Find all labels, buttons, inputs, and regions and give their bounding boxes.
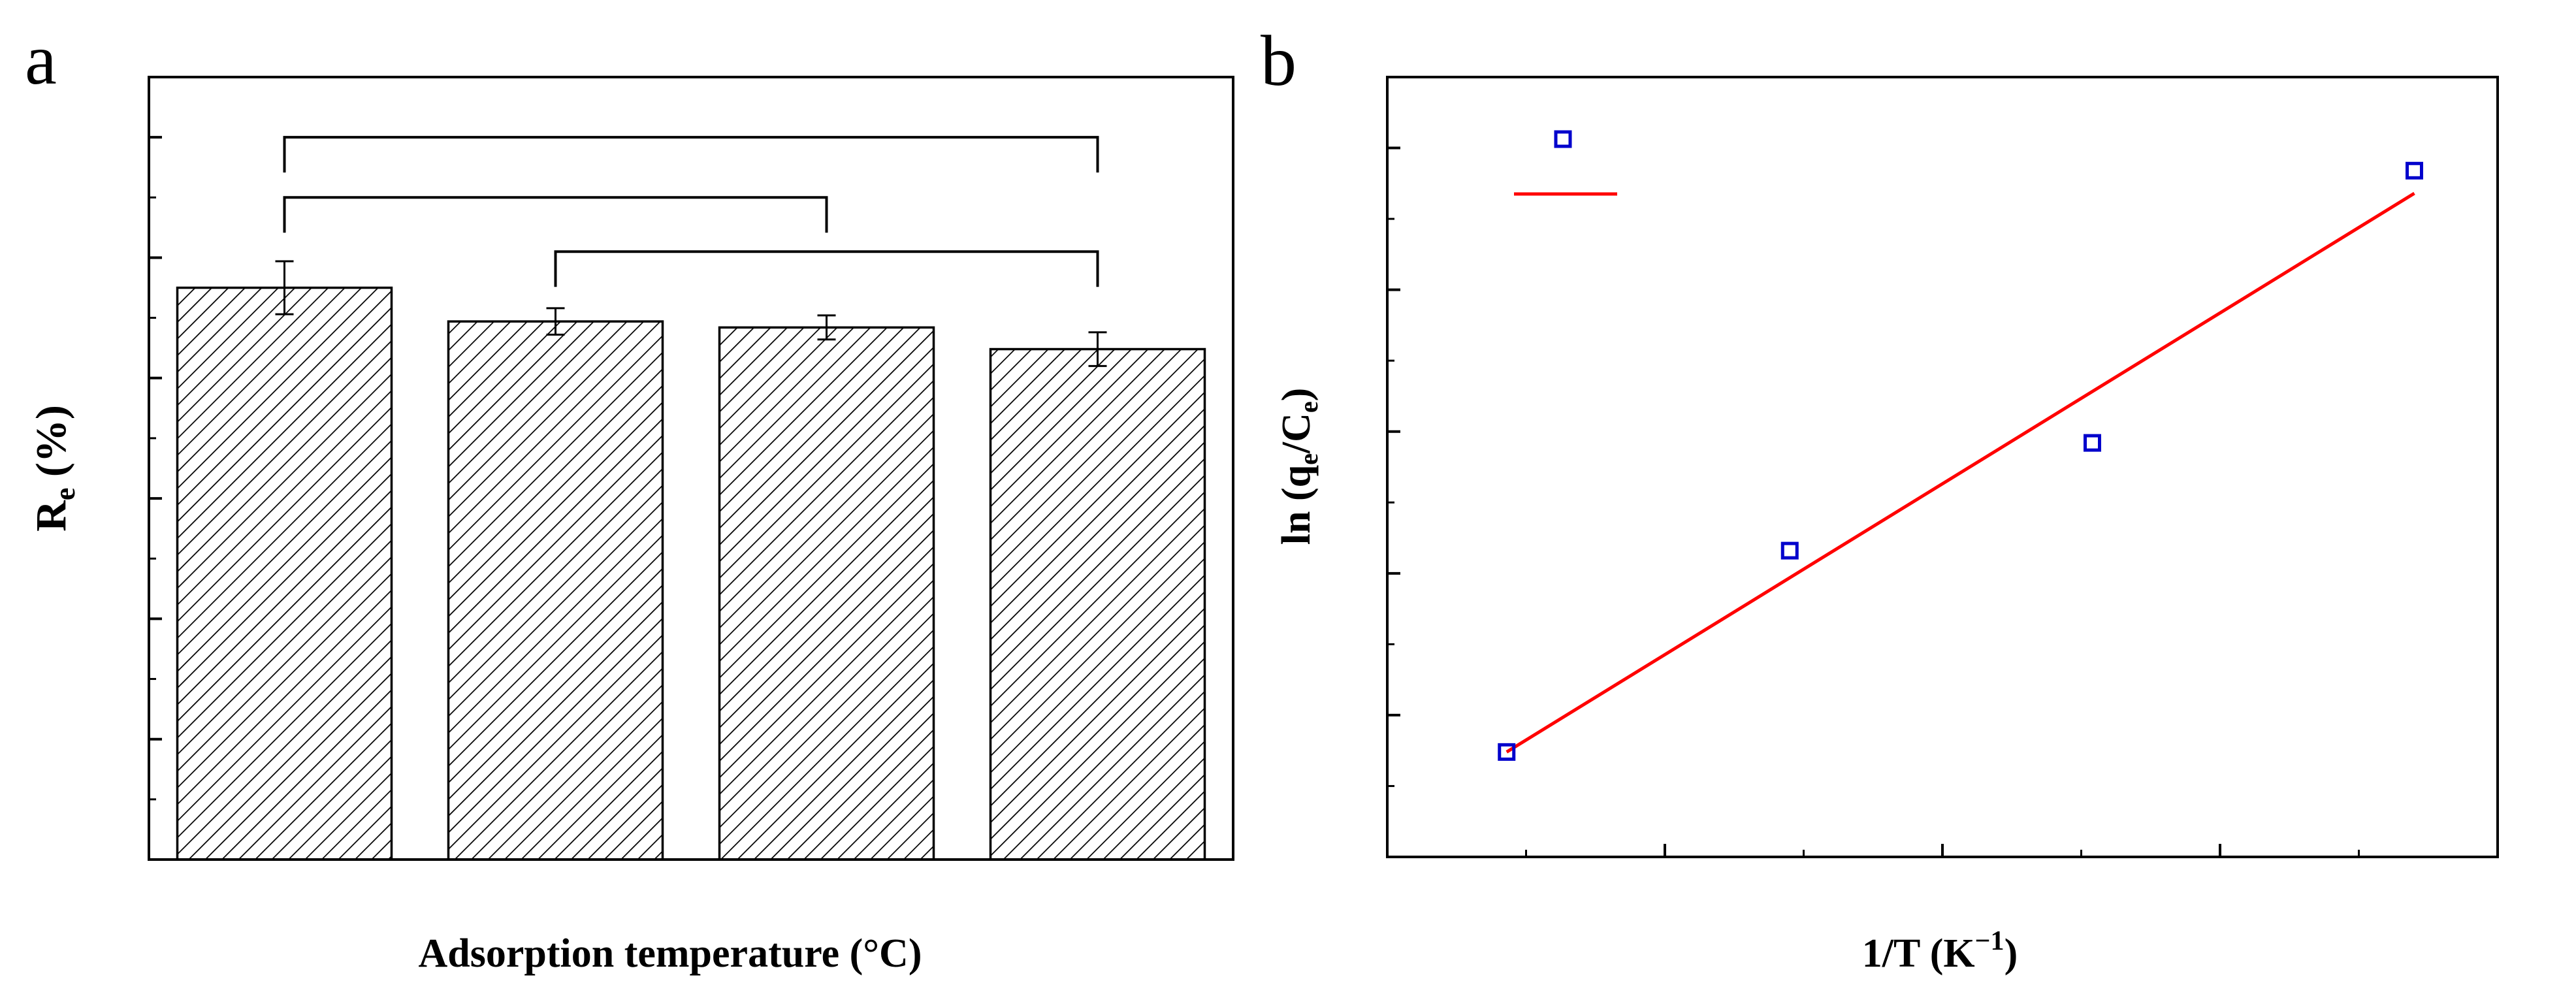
y-title-c: /C — [1274, 413, 1319, 454]
y-title-sub-e1: e — [1294, 453, 1323, 465]
fitting-curve-line — [1505, 191, 2415, 754]
panel-a-x-axis-title: Adsorption temperature (°C) — [419, 931, 922, 976]
y-title-sub-e: e — [49, 488, 81, 501]
panel-a-plot-frame — [148, 76, 1234, 861]
x-title-main: 1/T (K — [1862, 931, 1975, 976]
y-title-r: R — [27, 500, 75, 532]
significance-bracket-1 — [283, 196, 828, 233]
panel-a-y-axis-title: Re (%) — [27, 405, 81, 532]
significance-bracket-2 — [554, 250, 1099, 287]
data-point-3 — [2406, 161, 2423, 180]
x-title-close: ) — [2004, 931, 2018, 976]
data-point-0 — [1498, 743, 1516, 761]
y-title-percent: (%) — [27, 405, 75, 487]
y-title-sub-e2: e — [1294, 401, 1323, 413]
y-title-close: ) — [1274, 388, 1319, 402]
panel-a-label: a — [25, 20, 57, 99]
bar-2 — [718, 326, 935, 861]
panel-b-y-axis-title: ln (qe/Ce) — [1274, 388, 1323, 545]
y-title-ln-q: ln (q — [1274, 465, 1319, 545]
bar-0 — [176, 286, 393, 861]
legend-marker-experimental — [1554, 130, 1572, 148]
bar-1 — [447, 320, 664, 861]
x-title-sup: −1 — [1975, 926, 2004, 956]
bar-3 — [989, 347, 1206, 861]
data-point-2 — [2084, 434, 2101, 452]
significance-bracket-0 — [283, 136, 1099, 173]
data-point-1 — [1780, 541, 1799, 560]
panel-a-bar-chart: a Adsorption temperature (°C) Re (%) — [25, 20, 1234, 976]
panel-b-x-axis-title: 1/T (K−1) — [1862, 926, 2018, 976]
panel-b-label: b — [1261, 21, 1296, 101]
panel-b-scatter-chart: b 1/T (K−1) ln (qe/Ce) — [1261, 21, 2499, 976]
